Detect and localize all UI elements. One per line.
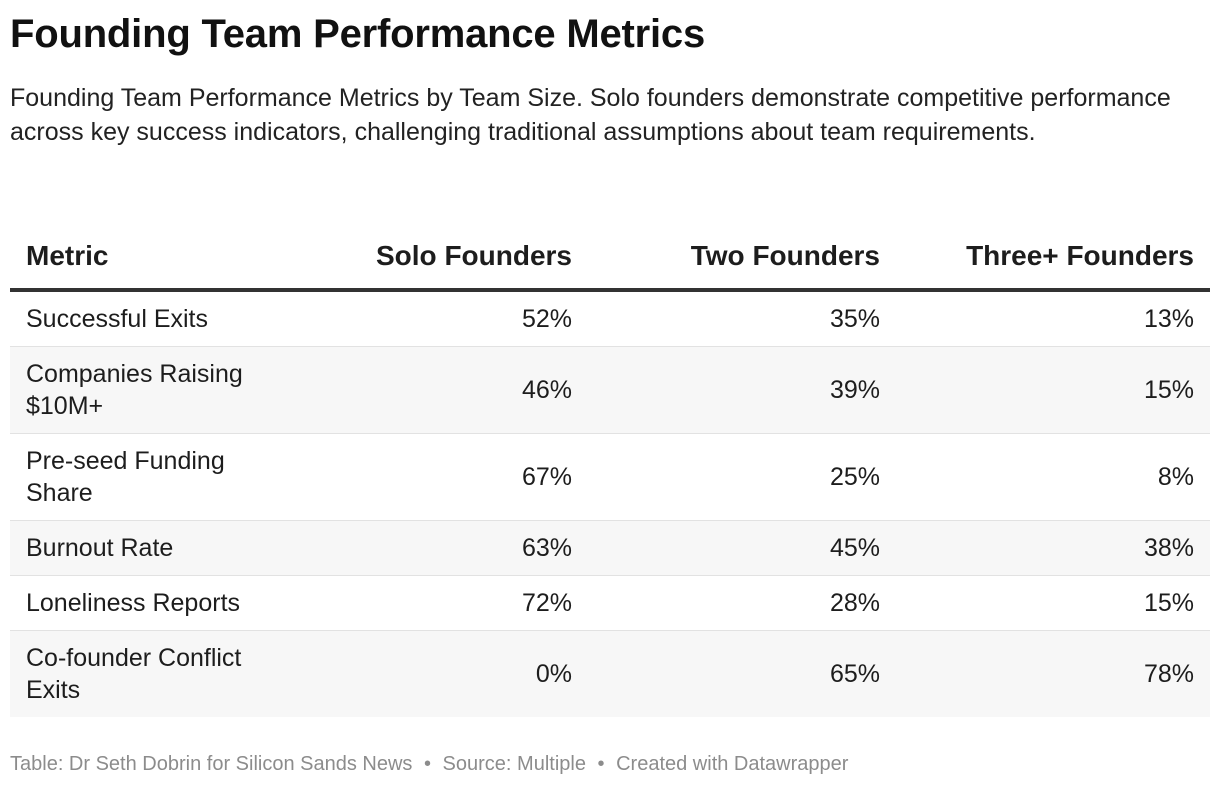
table-row: Co-founder Conflict Exits 0% 65% 78% [10, 630, 1210, 717]
table-row: Burnout Rate 63% 45% 38% [10, 520, 1210, 576]
footer-separator: • [423, 753, 431, 775]
solo-founders-value: 63% [280, 520, 588, 576]
figure-footer: Table: Dr Seth Dobrin for Silicon Sands … [10, 750, 848, 778]
column-header-two-founders[interactable]: Two Founders [588, 224, 896, 292]
column-header-solo-founders[interactable]: Solo Founders [280, 224, 588, 292]
metrics-table: Metric Solo Founders Two Founders Three+… [10, 224, 1210, 717]
footer-source: Source: Multiple [442, 753, 586, 775]
figure-title: Founding Team Performance Metrics [10, 12, 706, 56]
metric-label: Companies Raising $10M+ [10, 346, 280, 434]
metric-label: Successful Exits [10, 290, 280, 347]
table-row: Loneliness Reports 72% 28% 15% [10, 575, 1210, 631]
two-founders-value: 35% [588, 290, 896, 347]
solo-founders-value: 67% [280, 433, 588, 521]
two-founders-value: 25% [588, 433, 896, 521]
solo-founders-value: 72% [280, 575, 588, 631]
table-row: Pre-seed Funding Share 67% 25% 8% [10, 433, 1210, 521]
solo-founders-value: 0% [280, 630, 588, 717]
footer-created-with-link[interactable]: Created with Datawrapper [616, 753, 849, 775]
metric-label: Pre-seed Funding Share [10, 433, 280, 521]
column-header-metric[interactable]: Metric [10, 224, 280, 292]
figure-subtitle: Founding Team Performance Metrics by Tea… [10, 84, 1171, 146]
solo-founders-value: 52% [280, 290, 588, 347]
column-header-three-plus-founders[interactable]: Three+ Founders [896, 224, 1210, 292]
metric-label: Loneliness Reports [10, 575, 280, 631]
two-founders-value: 45% [588, 520, 896, 576]
three-plus-founders-value: 15% [896, 346, 1210, 434]
two-founders-value: 28% [588, 575, 896, 631]
footer-credit: Table: Dr Seth Dobrin for Silicon Sands … [10, 753, 413, 775]
footer-separator: • [597, 753, 605, 775]
table-row: Companies Raising $10M+ 46% 39% 15% [10, 346, 1210, 434]
three-plus-founders-value: 78% [896, 630, 1210, 717]
two-founders-value: 65% [588, 630, 896, 717]
three-plus-founders-value: 15% [896, 575, 1210, 631]
table-row: Successful Exits 52% 35% 13% [10, 290, 1210, 347]
metric-label: Co-founder Conflict Exits [10, 630, 280, 717]
three-plus-founders-value: 13% [896, 290, 1210, 347]
three-plus-founders-value: 38% [896, 520, 1210, 576]
solo-founders-value: 46% [280, 346, 588, 434]
three-plus-founders-value: 8% [896, 433, 1210, 521]
metric-label: Burnout Rate [10, 520, 280, 576]
two-founders-value: 39% [588, 346, 896, 434]
table-header-row: Metric Solo Founders Two Founders Three+… [10, 224, 1210, 292]
